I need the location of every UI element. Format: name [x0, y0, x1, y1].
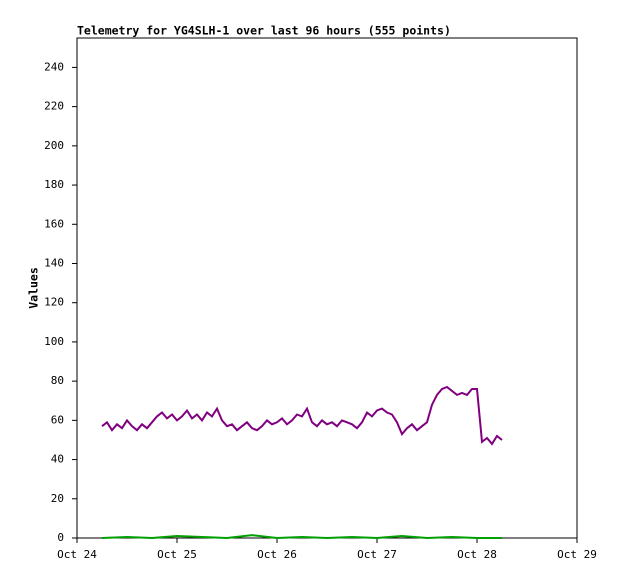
y-tick-label: 60: [51, 413, 64, 426]
y-tick-label: 140: [44, 256, 64, 269]
y-tick-label: 100: [44, 335, 64, 348]
x-tick-label: Oct 27: [357, 548, 397, 561]
x-tick-label: Oct 26: [257, 548, 297, 561]
chart-title: Telemetry for YG4SLH-1 over last 96 hour…: [77, 24, 451, 38]
y-axis-label: Values: [27, 267, 41, 309]
y-tick-label: 220: [44, 100, 64, 113]
y-tick-label: 20: [51, 492, 64, 505]
y-tick-label: 180: [44, 178, 64, 191]
x-tick-label: Oct 29: [557, 548, 597, 561]
x-tick-label: Oct 28: [457, 548, 497, 561]
y-tick-label: 40: [51, 453, 64, 466]
y-tick-label: 120: [44, 296, 64, 309]
series-line: [101, 385, 503, 446]
x-tick-label: Oct 24: [57, 548, 97, 561]
y-tick-label: 160: [44, 217, 64, 230]
y-tick-label: 0: [57, 531, 64, 544]
x-tick-label: Oct 25: [157, 548, 197, 561]
y-tick-label: 200: [44, 139, 64, 152]
y-tick-label: 240: [44, 60, 64, 73]
series-line: [101, 534, 502, 540]
y-tick-label: 80: [51, 374, 64, 387]
